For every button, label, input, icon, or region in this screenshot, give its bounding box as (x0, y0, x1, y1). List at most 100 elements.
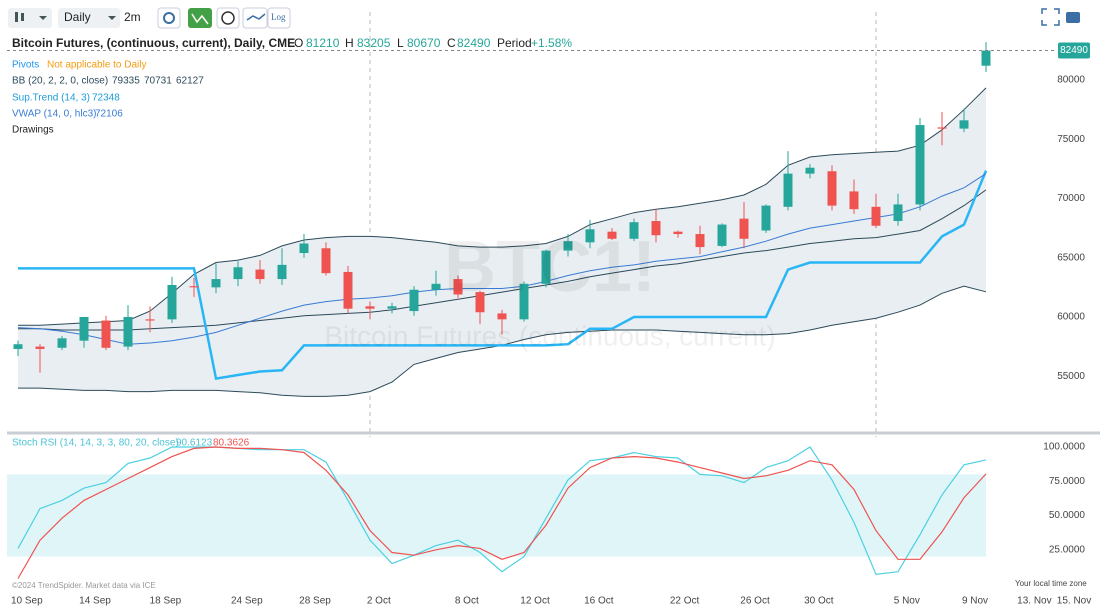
indicator-label[interactable]: VWAP (14, 0, hlc3) (12, 109, 96, 120)
settings-button[interactable] (157, 7, 181, 29)
screenshot-button[interactable] (1066, 12, 1080, 23)
indicator-line (18, 170, 988, 381)
indicator-label[interactable]: BB (20, 2, 2, 0, close) (12, 76, 108, 87)
rsi-band (7, 474, 986, 557)
icon (246, 13, 266, 21)
timezone[interactable]: Your local time zone (1015, 579, 1087, 588)
band-fill (18, 87, 986, 397)
indicator-label[interactable]: Sup.Trend (14, 3) (12, 93, 90, 104)
log-button[interactable] (267, 7, 291, 29)
pivots-label[interactable]: Pivots (12, 60, 39, 71)
candle-body (343, 271, 353, 309)
last-price-label: 82490 (1060, 45, 1088, 56)
ohlc-value: 80670 (407, 36, 441, 50)
x-tick-label: 26 Oct (740, 596, 770, 607)
x-tick-label: 2 Oct (367, 596, 391, 607)
candle-body (299, 243, 309, 254)
candle-body (629, 222, 639, 239)
candle-body (783, 173, 793, 207)
candle-body (167, 284, 177, 320)
indicator-value: 62127 (176, 76, 204, 87)
drawings-label[interactable]: Drawings (12, 125, 54, 136)
interval-button[interactable] (58, 8, 120, 28)
watermark: BTC1! (444, 227, 656, 307)
y-tick-label: 60000 (1057, 312, 1085, 323)
candle-body (255, 269, 265, 280)
candle-body (387, 306, 397, 309)
ohlc-label: H (345, 36, 354, 50)
y-tick-label: 100.0000 (1043, 442, 1085, 453)
icon (21, 13, 24, 21)
icon (163, 12, 175, 24)
x-tick-label: 12 Oct (520, 596, 550, 607)
candle-body (321, 248, 331, 274)
candle-body (607, 231, 617, 239)
candle-body (981, 50, 991, 66)
ohlc-label: O (294, 36, 303, 50)
candle-body (937, 127, 947, 129)
pivots-note: Not applicable to Daily (47, 60, 147, 71)
candle-body (365, 306, 375, 309)
watermark-subtitle: Bitcoin Futures (continuous, current) (324, 320, 775, 351)
candle-body (13, 344, 23, 349)
candle-body (761, 205, 771, 231)
candle-body (145, 319, 155, 321)
candle-body (35, 346, 45, 349)
indicator-value: 80.3626 (213, 438, 250, 449)
candle-body (585, 229, 595, 243)
copyright: ©2024 TrendSpider. Market data via ICE (12, 581, 156, 590)
ohlc-value: 81210 (306, 36, 340, 50)
candle-body (805, 167, 815, 174)
x-tick-label: 15. Nov (1057, 596, 1091, 607)
period-value: +1.58% (531, 36, 572, 50)
x-tick-label: 8 Oct (455, 596, 479, 607)
indicator-line (17, 446, 987, 576)
candle-body (57, 338, 67, 348)
icon (15, 12, 18, 22)
y-tick-label: 50.0000 (1049, 510, 1086, 521)
indicator-label[interactable]: Stoch RSI (14, 14, 3, 3, 80, 20, close) (12, 438, 179, 449)
candle-body (849, 191, 859, 210)
candle-body (233, 267, 243, 280)
candle-body (431, 283, 441, 290)
indicator-value: 72348 (92, 93, 120, 104)
candle-body (123, 316, 133, 347)
candle-body (453, 279, 463, 295)
chart-type-button[interactable] (8, 8, 52, 28)
candle-body (673, 231, 683, 235)
indicator-value: 90.6123 (176, 438, 213, 449)
candle-body (541, 250, 551, 284)
period-label: Period (497, 36, 532, 50)
drawing-button[interactable] (242, 7, 268, 29)
indicator-value: 72106 (95, 109, 123, 120)
indicator-line (17, 446, 987, 579)
x-tick-label: 28 Sep (299, 596, 331, 607)
plot: 25.0000 50.0000 75.0000 100.0000 55000 60000 6… (7, 42, 1091, 607)
y-tick-label: 75000 (1057, 134, 1085, 145)
icon (221, 11, 235, 25)
candle-body (563, 241, 573, 251)
fullscreen-button[interactable] (1041, 8, 1060, 26)
y-tick-label: 70000 (1057, 193, 1085, 204)
range-label[interactable]: 2m (124, 10, 141, 24)
candle-body (101, 320, 111, 348)
ohlc-label: L (397, 36, 404, 50)
indicator-line (17, 173, 987, 345)
x-tick-label: 24 Sep (231, 596, 263, 607)
last-price-tag (1058, 42, 1090, 59)
x-tick-label: 30 Oct (804, 596, 834, 607)
x-tick-label: 18 Sep (150, 596, 182, 607)
ohlc-value: 82490 (457, 36, 491, 50)
icon (108, 16, 116, 20)
x-tick-label: 5 Nov (894, 596, 920, 607)
y-tick-label: 80000 (1057, 75, 1085, 86)
x-tick-label: 16 Oct (584, 596, 614, 607)
replay-button[interactable] (216, 7, 240, 29)
x-tick-label: 14 Sep (79, 596, 111, 607)
x-tick-label: 10 Sep (11, 596, 43, 607)
indicator-value: 79335 (112, 76, 140, 87)
candle-body (409, 289, 419, 312)
indicator-line (18, 189, 987, 331)
x-tick-label: 22 Oct (670, 596, 700, 607)
